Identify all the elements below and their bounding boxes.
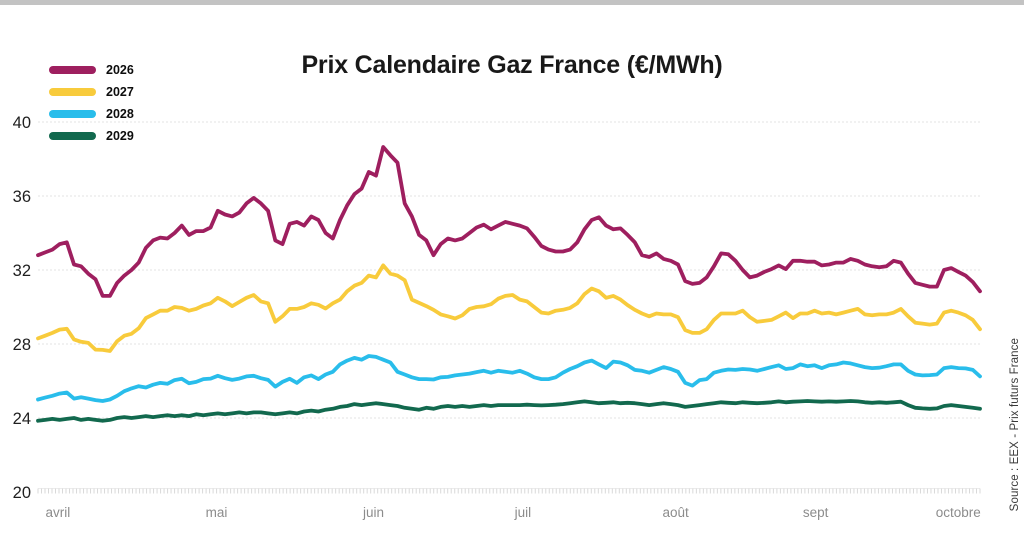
legend-label: 2026 xyxy=(106,62,134,77)
x-axis-label-avril: avril xyxy=(46,505,71,520)
chart-title: Prix Calendaire Gaz France (€/MWh) xyxy=(301,51,723,79)
y-axis-label: 20 xyxy=(13,484,31,502)
legend-item-2028: 2028 xyxy=(49,107,134,121)
y-axis-label: 40 xyxy=(13,114,31,132)
y-axis-label: 24 xyxy=(13,410,31,428)
legend-swatch-2027 xyxy=(49,88,96,96)
window-top-strip xyxy=(0,0,1024,5)
legend-label: 2027 xyxy=(106,84,134,99)
x-axis-label-sept: sept xyxy=(803,505,829,520)
y-axis-label: 36 xyxy=(13,188,31,206)
y-axis-label: 32 xyxy=(13,262,31,280)
series-line-2028 xyxy=(36,354,982,403)
x-axis-label-juin: juin xyxy=(362,505,384,520)
legend-swatch-2029 xyxy=(49,132,96,140)
x-axis-label-mai: mai xyxy=(206,505,228,520)
x-axis-month-labels: avril mai juin juil août sept octobre xyxy=(46,505,981,520)
legend-swatch-2028 xyxy=(49,110,96,118)
chart-legend: 2026 2027 2028 2029 xyxy=(49,63,134,151)
series-line-2027 xyxy=(36,263,982,353)
x-axis-label-août: août xyxy=(663,505,690,520)
x-axis-label-juil: juil xyxy=(514,505,532,520)
series-line-2029 xyxy=(36,399,982,423)
legend-label: 2028 xyxy=(106,106,134,121)
y-gridlines xyxy=(38,121,980,419)
legend-swatch-2026 xyxy=(49,66,96,74)
y-axis-labels: 20 24 28 32 36 40 xyxy=(13,114,31,502)
source-note: Source : EEX - Prix futurs France xyxy=(1009,337,1021,511)
legend-item-2029: 2029 xyxy=(49,129,134,143)
legend-item-2027: 2027 xyxy=(49,85,134,99)
y-axis-label: 28 xyxy=(13,336,31,354)
x-axis-tick-strip xyxy=(37,488,981,494)
x-axis-label-octobre: octobre xyxy=(936,505,981,520)
series-line-2026 xyxy=(36,145,982,298)
legend-item-2026: 2026 xyxy=(49,63,134,77)
legend-label: 2029 xyxy=(106,128,134,143)
